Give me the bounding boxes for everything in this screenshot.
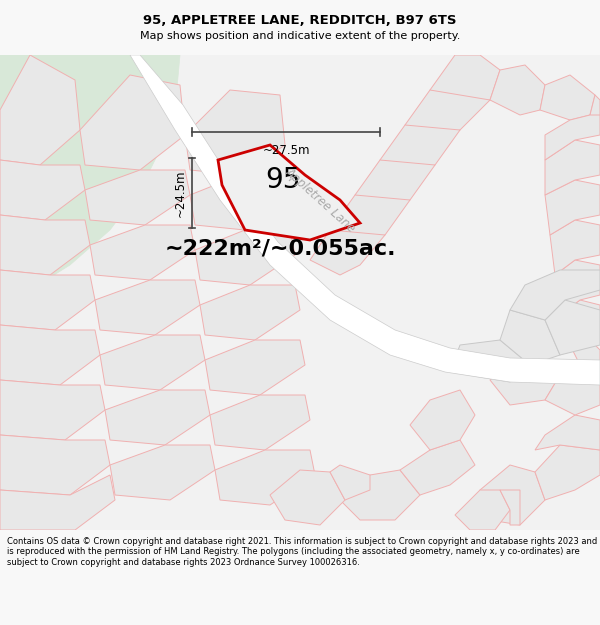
- Polygon shape: [500, 490, 520, 525]
- Polygon shape: [190, 175, 290, 230]
- Text: Contains OS data © Crown copyright and database right 2021. This information is : Contains OS data © Crown copyright and d…: [7, 537, 597, 567]
- Polygon shape: [450, 340, 530, 382]
- Polygon shape: [545, 180, 600, 235]
- Polygon shape: [130, 55, 600, 385]
- Polygon shape: [545, 140, 600, 195]
- Polygon shape: [90, 225, 195, 280]
- Polygon shape: [410, 390, 475, 450]
- Polygon shape: [340, 470, 420, 520]
- Polygon shape: [0, 475, 115, 530]
- Polygon shape: [95, 280, 200, 335]
- Text: 95, APPLETREE LANE, REDDITCH, B97 6TS: 95, APPLETREE LANE, REDDITCH, B97 6TS: [143, 14, 457, 27]
- Polygon shape: [0, 215, 90, 275]
- Polygon shape: [215, 450, 315, 505]
- Polygon shape: [200, 285, 300, 340]
- Polygon shape: [0, 380, 105, 440]
- Polygon shape: [405, 90, 490, 140]
- Text: Appletree Lane: Appletree Lane: [283, 165, 358, 235]
- Polygon shape: [550, 220, 600, 275]
- Polygon shape: [430, 55, 500, 105]
- Text: 95: 95: [265, 166, 301, 194]
- Polygon shape: [400, 440, 475, 495]
- Polygon shape: [0, 160, 85, 220]
- Polygon shape: [205, 340, 305, 395]
- Polygon shape: [535, 445, 600, 500]
- Polygon shape: [270, 470, 345, 525]
- Polygon shape: [380, 125, 460, 175]
- Polygon shape: [490, 360, 560, 405]
- Polygon shape: [210, 395, 310, 450]
- Text: Map shows position and indicative extent of the property.: Map shows position and indicative extent…: [140, 31, 460, 41]
- Polygon shape: [0, 325, 100, 385]
- Polygon shape: [330, 195, 410, 245]
- Polygon shape: [455, 490, 510, 530]
- Polygon shape: [545, 365, 600, 415]
- Polygon shape: [0, 55, 80, 165]
- Polygon shape: [218, 145, 360, 240]
- Polygon shape: [330, 465, 370, 500]
- Polygon shape: [500, 310, 560, 365]
- Polygon shape: [85, 170, 190, 225]
- Polygon shape: [540, 75, 595, 120]
- Polygon shape: [480, 465, 545, 525]
- Polygon shape: [545, 300, 600, 355]
- Polygon shape: [195, 230, 295, 285]
- Polygon shape: [555, 260, 600, 315]
- Polygon shape: [0, 435, 110, 495]
- Polygon shape: [0, 55, 180, 530]
- Polygon shape: [185, 90, 285, 175]
- Text: ~24.5m: ~24.5m: [174, 169, 187, 217]
- Polygon shape: [100, 335, 205, 390]
- Polygon shape: [490, 65, 545, 115]
- Polygon shape: [105, 390, 210, 445]
- Text: ~27.5m: ~27.5m: [262, 144, 310, 157]
- Text: ~222m²/~0.055ac.: ~222m²/~0.055ac.: [165, 238, 397, 258]
- Polygon shape: [110, 445, 215, 500]
- Polygon shape: [545, 115, 600, 160]
- Polygon shape: [310, 230, 385, 275]
- Polygon shape: [560, 300, 600, 345]
- Polygon shape: [535, 415, 600, 450]
- Polygon shape: [0, 270, 95, 330]
- Polygon shape: [80, 75, 185, 170]
- Polygon shape: [510, 270, 600, 320]
- Polygon shape: [590, 95, 600, 120]
- Polygon shape: [570, 340, 600, 380]
- Polygon shape: [355, 160, 435, 210]
